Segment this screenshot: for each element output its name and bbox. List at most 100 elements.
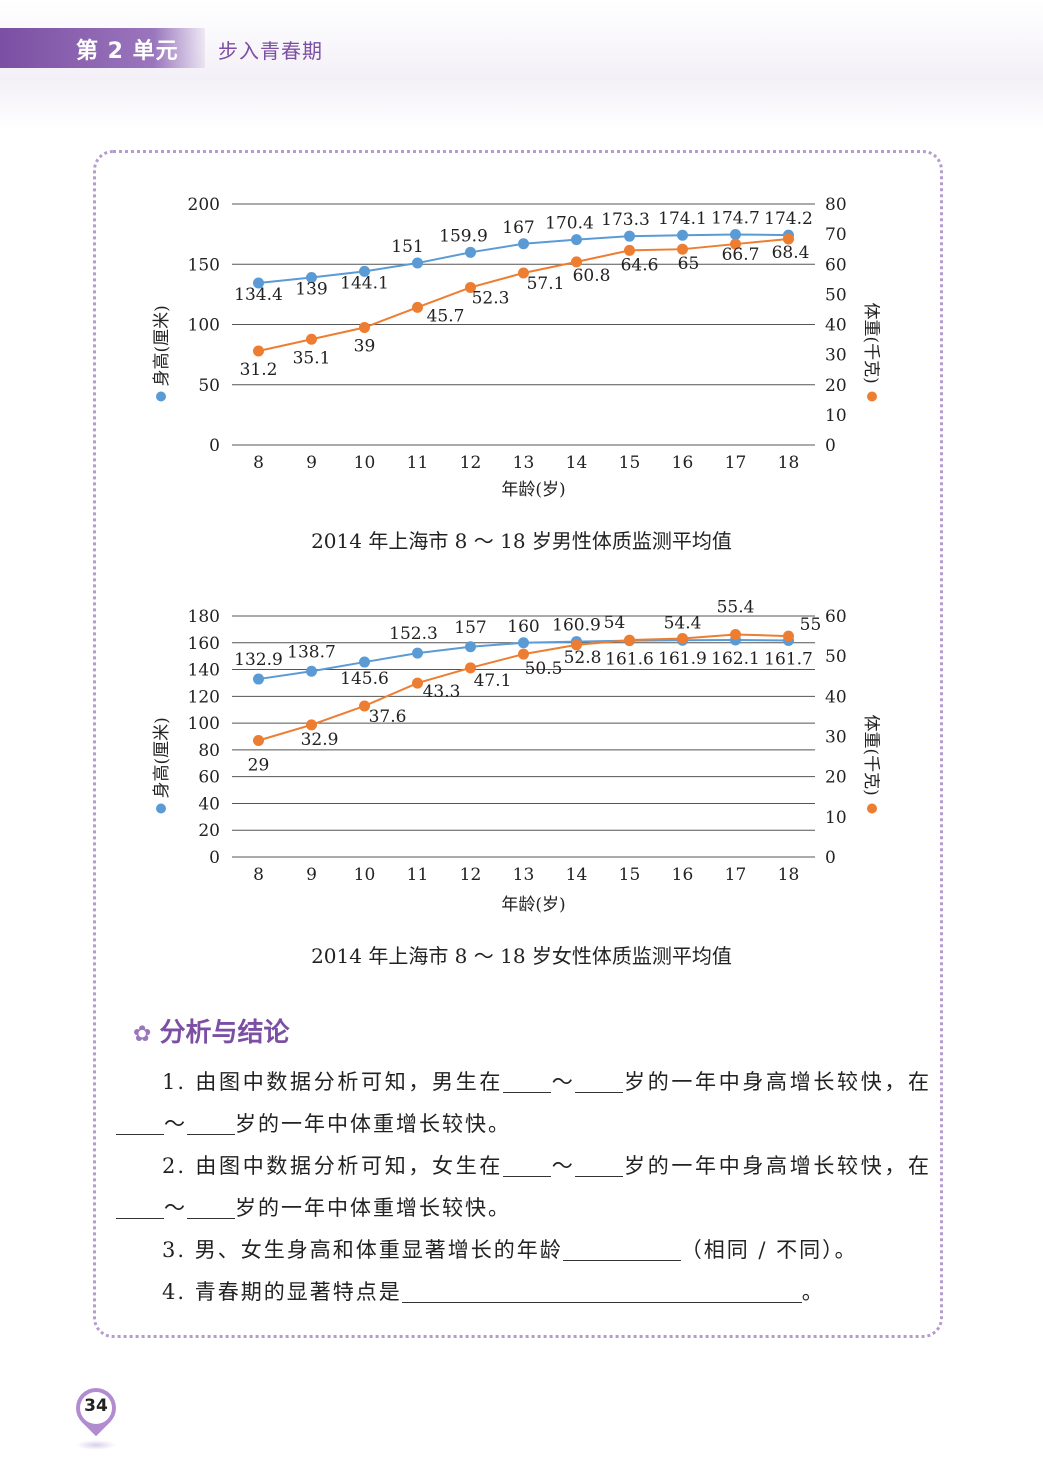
y-left-tick-label: 0 bbox=[209, 848, 220, 868]
weight-data-label: 39 bbox=[354, 337, 376, 357]
x-tick-label: 16 bbox=[672, 453, 694, 473]
q1-blank-4[interactable] bbox=[187, 1110, 235, 1135]
height-data-label: 152.3 bbox=[389, 624, 438, 644]
y-left-tick-label: 100 bbox=[188, 714, 220, 734]
height-data-label: 139 bbox=[295, 280, 327, 300]
y-left-tick-label: 80 bbox=[198, 741, 220, 761]
page-marker-shadow bbox=[76, 1440, 116, 1450]
q1-blank-3[interactable] bbox=[116, 1110, 164, 1135]
q4-text-b: 。 bbox=[801, 1280, 825, 1304]
weight-data-label: 64.6 bbox=[621, 255, 659, 275]
weight-point bbox=[624, 244, 635, 256]
y-left-tick-label: 150 bbox=[188, 255, 220, 275]
q1-text-b: ～ bbox=[551, 1070, 576, 1094]
x-tick-label: 18 bbox=[778, 453, 800, 473]
y-right-tick-label: 40 bbox=[825, 687, 847, 707]
q1-blank-2[interactable] bbox=[575, 1068, 624, 1093]
y-left-tick-label: 140 bbox=[188, 661, 220, 681]
y-left-tick-label: 20 bbox=[198, 821, 220, 841]
unit-tab bbox=[0, 28, 205, 68]
y-right-tick-label: 30 bbox=[825, 346, 847, 366]
question-2: 2. 由图中数据分析可知，女生在 ～ 岁的一年中身高增长较快，在 ～ 岁的一年中体重增长… bbox=[116, 1145, 931, 1229]
y-left-tick-label: 120 bbox=[188, 687, 220, 707]
q1-blank-1[interactable] bbox=[503, 1068, 552, 1093]
weight-data-label: 54 bbox=[604, 613, 626, 633]
x-tick-label: 14 bbox=[566, 453, 588, 473]
q2-blank-3[interactable] bbox=[116, 1194, 164, 1219]
weight-data-label: 68.4 bbox=[772, 243, 810, 263]
q2-blank-1[interactable] bbox=[503, 1152, 552, 1177]
height-point bbox=[465, 246, 476, 258]
height-data-label: 161.6 bbox=[605, 650, 654, 670]
q3-text-a: 3. 男、女生身高和体重显著增长的年龄 bbox=[162, 1238, 563, 1262]
x-tick-label: 12 bbox=[460, 865, 482, 885]
height-point bbox=[359, 656, 370, 668]
y-left-axis-title: 身高(厘米) bbox=[152, 717, 172, 798]
unit-label: 第 2 单元 bbox=[76, 39, 179, 64]
x-tick-label: 18 bbox=[778, 865, 800, 885]
weight-data-label: 66.7 bbox=[722, 245, 760, 265]
question-4: 4. 青春期的显著特点是 。 bbox=[116, 1271, 931, 1313]
height-data-label: 174.7 bbox=[711, 208, 760, 228]
height-point bbox=[677, 229, 688, 241]
y-right-tick-label: 10 bbox=[825, 406, 847, 426]
weight-series-line bbox=[258, 237, 789, 352]
weight-point bbox=[412, 301, 423, 313]
height-data-label: 161.9 bbox=[658, 649, 707, 669]
weight-point bbox=[571, 256, 582, 268]
height-point bbox=[571, 234, 582, 246]
weight-data-label: 54.4 bbox=[664, 613, 702, 633]
weight-point bbox=[465, 281, 476, 293]
page-marker-center bbox=[80, 1392, 112, 1424]
height-data-label: 160.9 bbox=[552, 616, 601, 636]
height-data-label: 145.6 bbox=[340, 669, 389, 689]
height-point bbox=[518, 238, 529, 250]
q4-blank[interactable] bbox=[401, 1278, 802, 1303]
weight-data-label: 47.1 bbox=[474, 671, 512, 691]
y-right-tick-label: 40 bbox=[825, 316, 847, 336]
y-left-tick-label: 180 bbox=[188, 607, 220, 627]
height-data-label: 162.1 bbox=[711, 649, 760, 669]
weight-data-label: 43.3 bbox=[423, 682, 461, 702]
weight-point bbox=[677, 632, 688, 644]
chapter-title: 步入青春期 bbox=[218, 39, 323, 63]
q2-text-e: 岁的一年中体重增长较快。 bbox=[235, 1196, 511, 1220]
height-data-label: 174.1 bbox=[658, 209, 707, 229]
weight-data-label: 57.1 bbox=[527, 274, 565, 294]
weight-data-label: 31.2 bbox=[240, 360, 278, 380]
y-left-tick-label: 60 bbox=[198, 768, 220, 788]
weight-point bbox=[677, 243, 688, 255]
y-right-tick-label: 0 bbox=[825, 436, 836, 456]
weight-point bbox=[518, 267, 529, 279]
q3-blank[interactable] bbox=[562, 1236, 681, 1261]
q3-text-b: （相同 / 不同）。 bbox=[680, 1238, 858, 1262]
height-data-label: 157 bbox=[454, 618, 486, 638]
height-point bbox=[306, 272, 317, 284]
y-left-axis-title-group: 身高(厘米) bbox=[152, 305, 172, 402]
y-left-tick-label: 160 bbox=[188, 634, 220, 654]
x-tick-label: 16 bbox=[672, 865, 694, 885]
page-number: 34 bbox=[84, 1396, 108, 1416]
q2-blank-4[interactable] bbox=[187, 1194, 235, 1219]
y-right-legend-marker bbox=[867, 391, 877, 402]
q1-text-e: 岁的一年中体重增长较快。 bbox=[235, 1112, 511, 1136]
x-tick-label: 14 bbox=[566, 865, 588, 885]
weight-point bbox=[730, 238, 741, 250]
y-right-tick-label: 20 bbox=[825, 376, 847, 396]
weight-point bbox=[465, 662, 476, 674]
weight-data-label: 52.8 bbox=[564, 648, 602, 668]
weight-data-label: 29 bbox=[248, 756, 270, 776]
q2-blank-2[interactable] bbox=[575, 1152, 624, 1177]
y-right-tick-label: 60 bbox=[825, 255, 847, 275]
height-data-label: 173.3 bbox=[601, 210, 650, 230]
boys-chart: 0 50 100 150 200 0 10 20 30 40 50 60 70 80 8 9 10 11 12 13 1… bbox=[152, 195, 880, 500]
weight-data-label: 37.6 bbox=[369, 707, 407, 727]
x-axis-title: 年龄(岁) bbox=[501, 480, 565, 500]
weight-data-label: 35.1 bbox=[293, 348, 331, 368]
x-tick-label: 12 bbox=[460, 453, 482, 473]
weight-point bbox=[253, 735, 264, 747]
q2-text-d: ～ bbox=[164, 1196, 187, 1220]
weight-data-label: 45.7 bbox=[427, 306, 465, 326]
height-point bbox=[465, 641, 476, 653]
q1-text-d: ～ bbox=[164, 1112, 187, 1136]
